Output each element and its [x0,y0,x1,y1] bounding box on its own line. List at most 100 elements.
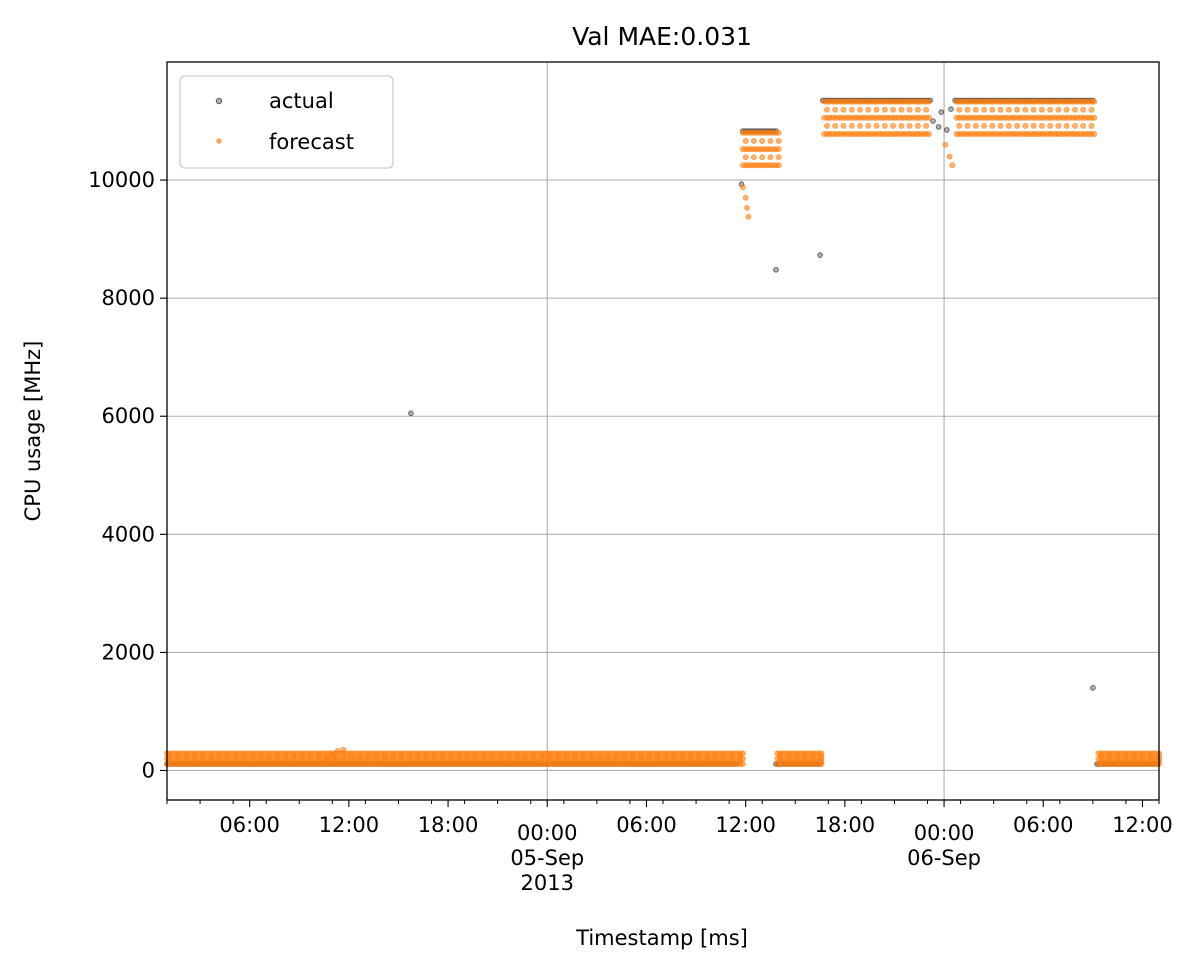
data-point [848,122,855,129]
legend-marker-forecast [216,138,222,144]
chart-title: Val MAE:0.031 [572,22,752,51]
data-point [824,122,831,129]
data-point [949,162,956,169]
data-point [739,750,746,757]
data-point [1030,106,1037,113]
x-tick-label: 06-Sep [907,846,981,870]
data-point [1005,122,1012,129]
data-point [964,106,971,113]
data-point [1088,106,1095,113]
data-point [923,122,930,129]
x-tick-label: 00:00 [914,821,975,845]
data-point [775,137,782,144]
data-point [1014,106,1021,113]
data-point [865,122,872,129]
data-point [873,122,880,129]
x-tick-label: 00:00 [517,821,578,845]
data-point [930,118,936,124]
data-point [1038,106,1045,113]
data-point [840,122,847,129]
data-point [1072,122,1079,129]
data-point [1088,122,1095,129]
data-point [775,129,782,136]
data-point [323,756,330,763]
y-tick-label: 4000 [102,522,155,546]
data-point [818,753,825,760]
data-point [981,122,988,129]
data-point [914,122,921,129]
data-point [848,106,855,113]
legend-marker-actual [215,97,223,105]
plot-frame [166,61,1160,801]
data-point [898,106,905,113]
data-point [742,137,749,144]
data-point [817,252,823,258]
data-point [824,106,831,113]
y-tick-label: 0 [142,758,155,782]
data-point [1005,106,1012,113]
actual-series [164,97,1161,767]
data-point [997,122,1004,129]
data-point [972,106,979,113]
y-tick-label: 8000 [102,286,155,310]
data-point [818,758,825,765]
data-point [914,106,921,113]
data-point [1080,122,1087,129]
x-tick-label: 18:00 [815,813,876,837]
data-point [981,106,988,113]
legend-label-forecast: forecast [269,130,354,154]
grid [167,62,1159,800]
data-point [1047,122,1054,129]
data-point [881,106,888,113]
data-point [881,122,888,129]
data-point [1055,106,1062,113]
data-point [925,130,932,137]
legend-box [179,75,394,169]
data-point [340,746,347,753]
x-tick-label: 05-Sep [510,846,584,870]
data-point [759,137,766,144]
data-point [773,266,779,273]
data-point [1055,122,1062,129]
x-tick-label: 12:00 [319,813,380,837]
data-point [857,106,864,113]
data-point [857,122,864,129]
data-point [865,106,872,113]
legend: actual forecast [179,75,394,169]
data-point [873,106,880,113]
forecast-series [163,98,1163,768]
data-point [1080,106,1087,113]
data-point [890,106,897,113]
data-point [775,154,782,161]
x-tick-label: 06:00 [219,813,280,837]
x-axis-title: Timestamp [ms] [575,926,748,950]
data-point [1014,122,1021,129]
data-point [775,146,782,153]
data-point [1030,122,1037,129]
data-point [1022,106,1029,113]
data-point [742,154,749,161]
data-point [948,106,954,112]
data-point [898,122,905,129]
data-point [767,154,774,161]
data-point [1063,106,1070,113]
x-tick-label: 2013 [521,871,574,895]
x-tick-label: 06:00 [616,813,677,837]
data-point [840,106,847,113]
y-axis-ticks: 0 2000 4000 6000 8000 10000 [88,168,167,782]
data-point [832,122,839,129]
y-axis-title: CPU usage [MHz] [21,341,45,522]
data-point [334,748,341,755]
data-point [745,213,752,220]
data-point [739,184,746,191]
data-point [1038,122,1045,129]
y-tick-label: 10000 [88,168,155,192]
data-point [767,137,774,144]
data-point [943,127,950,133]
data-point [744,204,751,211]
data-point [1091,114,1098,121]
data-point [942,141,949,148]
data-point [739,755,746,762]
